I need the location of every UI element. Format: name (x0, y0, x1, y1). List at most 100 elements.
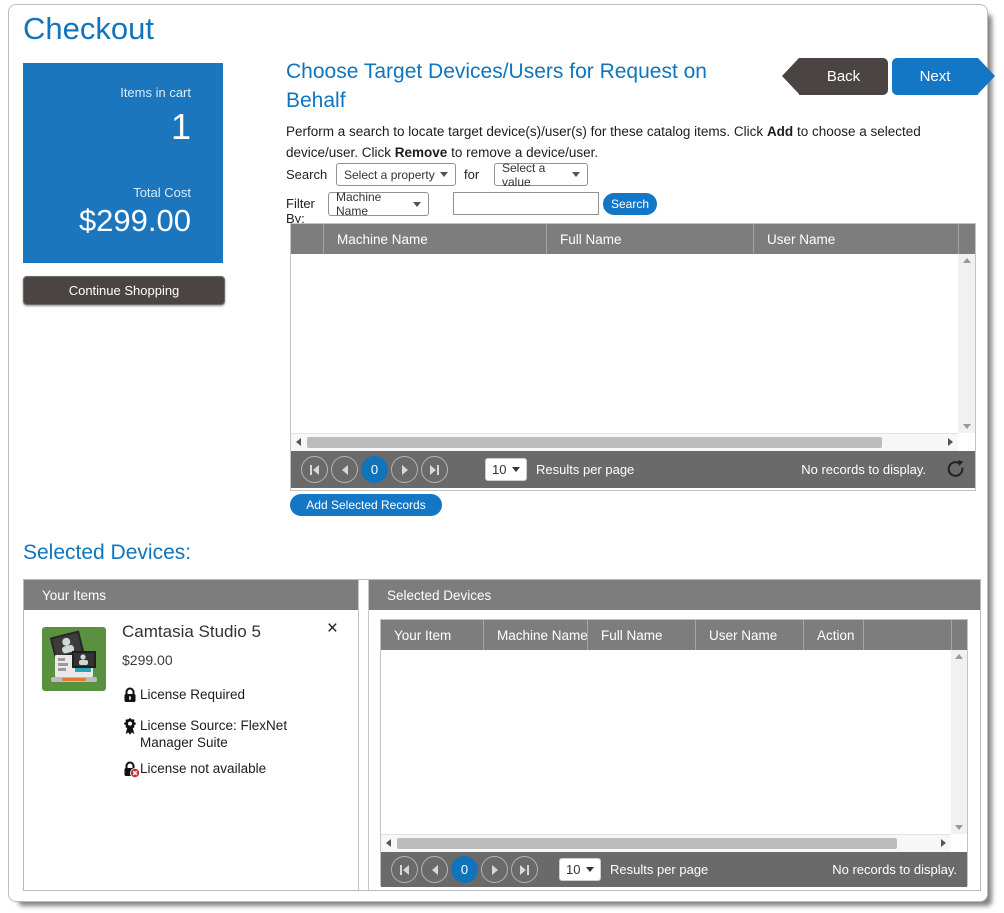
last-page-button[interactable] (421, 456, 448, 483)
column-user-name[interactable]: User Name (753, 224, 958, 254)
column-spacer (958, 224, 975, 254)
search-grid-body (291, 254, 975, 433)
scroll-right-icon[interactable] (948, 438, 953, 446)
column-your-item[interactable]: Your Item (394, 627, 452, 643)
scroll-down-icon[interactable] (955, 825, 963, 830)
column-machine-name[interactable]: Machine Name (483, 620, 587, 650)
chevron-down-icon (440, 172, 448, 177)
instructions-part1: Perform a search to locate target device… (286, 124, 767, 139)
license-not-available-text: License not available (140, 761, 267, 776)
search-button[interactable]: Search (603, 193, 657, 215)
items-in-cart-label: Items in cart (120, 85, 191, 100)
next-page-button[interactable] (391, 456, 418, 483)
vertical-scrollbar[interactable] (958, 254, 975, 433)
scroll-down-icon[interactable] (962, 424, 971, 429)
items-in-cart-count: 1 (170, 106, 191, 147)
column-filler (863, 620, 951, 650)
column-action[interactable]: Action (803, 620, 863, 650)
horizontal-scrollbar[interactable] (381, 834, 951, 852)
value-dropdown[interactable]: Select a value (494, 161, 588, 189)
for-label: for (464, 167, 480, 182)
continue-shopping-button[interactable]: Continue Shopping (23, 276, 225, 305)
search-grid-header: Machine Name Full Name User Name (291, 224, 975, 254)
license-source-row: License Source: FlexNet Manager Suite (123, 717, 308, 751)
search-grid-pager: 0 10 Results per page No records to disp… (291, 451, 975, 488)
page-size-dropdown[interactable]: 10 (559, 858, 601, 881)
property-dropdown-value: Select a property (344, 167, 435, 182)
page-title: Checkout (23, 11, 154, 46)
license-required-row: License Required (123, 686, 308, 708)
first-page-button[interactable] (391, 856, 418, 883)
back-button[interactable]: Back (782, 58, 888, 95)
scroll-up-icon[interactable] (955, 654, 963, 659)
license-source-text: License Source: FlexNet Manager Suite (140, 718, 288, 750)
page-size-value: 10 (492, 462, 507, 477)
selected-devices-header: Selected Devices (369, 580, 980, 610)
chevron-down-icon (572, 172, 580, 177)
wizard-heading: Choose Target Devices/Users for Request … (286, 60, 707, 112)
scrollbar-thumb[interactable] (397, 838, 897, 849)
filter-field-value: Machine Name (336, 190, 382, 218)
column-full-name[interactable]: Full Name (587, 620, 695, 650)
column-machine-name[interactable]: Machine Name (323, 224, 546, 254)
remove-keyword: Remove (394, 145, 448, 160)
instructions-part2: to choose a selected device/user. Click (286, 124, 921, 160)
item-price: $299.00 (122, 652, 173, 668)
add-keyword: Add (766, 124, 794, 139)
your-items-header: Your Items (24, 580, 358, 610)
instructions-text: Perform a search to locate target device… (286, 121, 986, 163)
devices-grid-header: Your Item Machine Name Full Name User Na… (381, 620, 967, 650)
award-icon (123, 717, 140, 751)
results-per-page-label: Results per page (610, 862, 709, 877)
filter-value-input[interactable] (453, 192, 599, 215)
lock-error-icon (123, 760, 140, 783)
selected-devices-section: Selected Devices Your Item Machine Name … (368, 580, 980, 890)
horizontal-scrollbar[interactable] (291, 433, 958, 451)
column-full-name[interactable]: Full Name (546, 224, 753, 254)
vertical-scrollbar[interactable] (951, 650, 967, 834)
first-page-button[interactable] (301, 456, 328, 483)
column-select (291, 224, 323, 254)
checkout-page: Checkout Items in cart 1 Total Cost $299… (8, 4, 995, 902)
column-user-name[interactable]: User Name (695, 620, 803, 650)
results-per-page-label: Results per page (536, 462, 635, 477)
scroll-left-icon[interactable] (296, 438, 301, 446)
total-cost-value: $299.00 (78, 203, 191, 238)
search-label: Search (286, 167, 328, 182)
license-not-available-row: License not available (123, 760, 308, 783)
next-button[interactable]: Next (892, 58, 995, 95)
page-size-dropdown[interactable]: 10 (485, 458, 527, 481)
previous-page-button[interactable] (331, 456, 358, 483)
license-required-text: License Required (140, 687, 246, 702)
current-page-button[interactable]: 0 (361, 456, 388, 483)
scrollbar-thumb[interactable] (307, 437, 882, 448)
no-records-text: No records to display. (832, 862, 957, 877)
total-cost-label: Total Cost (133, 185, 191, 200)
filter-field-dropdown[interactable]: Machine Name (328, 190, 429, 218)
chevron-down-icon (512, 467, 520, 472)
page-size-value: 10 (566, 862, 581, 877)
scroll-right-icon[interactable] (941, 839, 946, 847)
chevron-down-icon (586, 867, 594, 872)
current-page-button[interactable]: 0 (451, 856, 478, 883)
refresh-icon[interactable] (946, 460, 965, 479)
your-items-section: Your Items (24, 580, 359, 890)
next-page-button[interactable] (481, 856, 508, 883)
add-selected-records-button[interactable]: Add Selected Records (290, 494, 442, 516)
scroll-up-icon[interactable] (962, 258, 971, 263)
remove-item-button[interactable]: × (321, 618, 344, 639)
selected-devices-panel: Your Items (23, 579, 981, 891)
selected-devices-grid: Your Item Machine Name Full Name User Na… (380, 619, 968, 887)
devices-grid-pager: 0 10 Results per page No records to disp… (381, 852, 967, 887)
devices-grid-body (381, 650, 967, 834)
column-spacer (951, 620, 967, 650)
cart-summary-card: Items in cart 1 Total Cost $299.00 (23, 63, 223, 263)
camtasia-app-icon (42, 627, 106, 696)
scroll-left-icon[interactable] (386, 839, 391, 847)
no-records-text: No records to display. (801, 462, 926, 477)
selected-devices-heading: Selected Devices: (23, 541, 192, 564)
previous-page-button[interactable] (421, 856, 448, 883)
lock-icon (123, 686, 140, 708)
last-page-button[interactable] (511, 856, 538, 883)
property-dropdown[interactable]: Select a property (336, 163, 456, 186)
